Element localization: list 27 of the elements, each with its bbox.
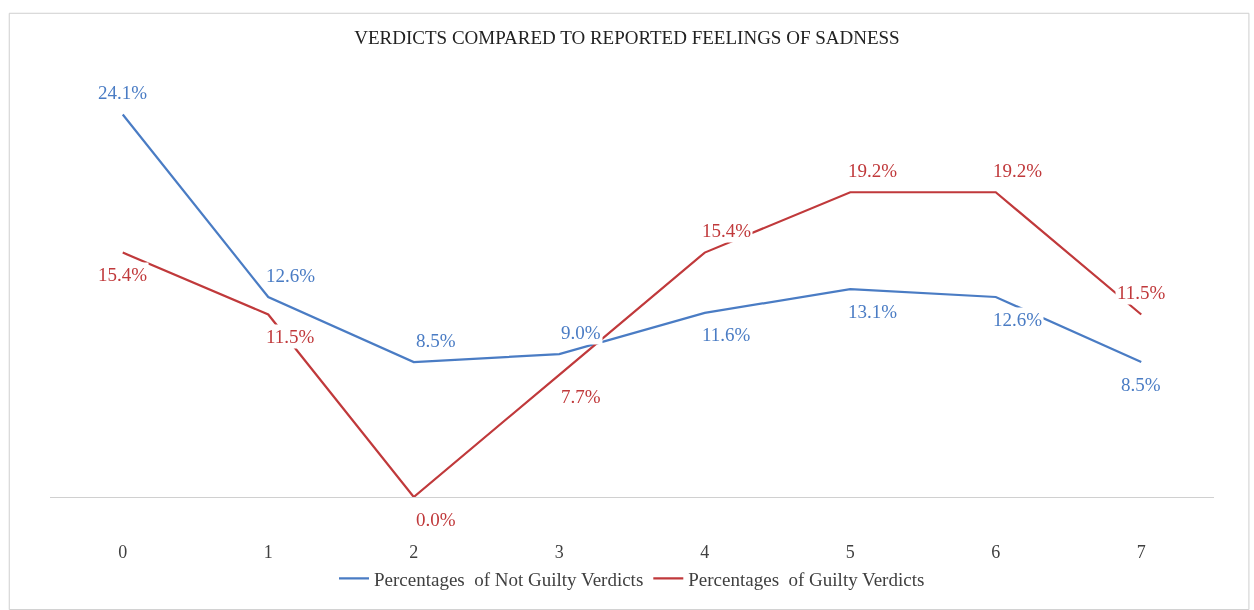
data-label: 11.6% (702, 324, 751, 345)
legend-label: Percentages of Guilty Verdicts (688, 568, 925, 590)
data-label: 15.4% (702, 220, 752, 241)
data-label: 19.2% (848, 160, 898, 181)
legend-label: Percentages of Not Guilty Verdicts (374, 568, 644, 590)
data-label: 9.0% (561, 322, 601, 343)
x-tick-label: 4 (700, 541, 710, 562)
data-label: 15.4% (98, 264, 148, 285)
x-tick-label: 5 (845, 541, 855, 562)
data-label: 8.5% (1121, 374, 1161, 395)
data-label: 0.0% (416, 509, 456, 530)
x-tick-label: 1 (263, 541, 273, 562)
data-label: 11.5% (1117, 282, 1166, 303)
x-tick-label: 2 (409, 541, 419, 562)
x-tick-label: 7 (1136, 541, 1146, 562)
x-tick-label: 6 (991, 541, 1001, 562)
data-label: 12.6% (266, 265, 316, 286)
x-tick-label: 3 (554, 541, 564, 562)
data-label: 13.1% (848, 301, 898, 322)
data-label: 8.5% (416, 330, 456, 351)
chart-title: VERDICTS COMPARED TO REPORTED FEELINGS OF SADNESS (354, 26, 900, 48)
x-tick-label: 0 (118, 541, 128, 562)
data-label: 11.5% (266, 326, 315, 347)
data-label: 24.1% (98, 82, 148, 103)
data-label: 12.6% (993, 309, 1043, 330)
data-label: 7.7% (561, 386, 601, 407)
data-label: 19.2% (993, 160, 1043, 181)
